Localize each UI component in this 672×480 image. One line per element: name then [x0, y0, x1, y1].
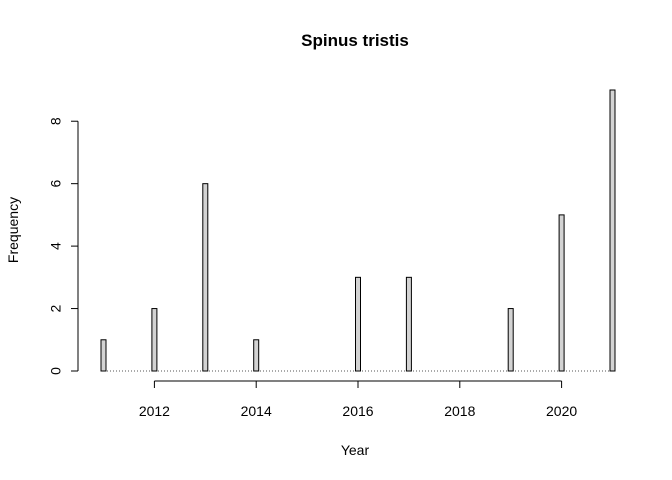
bar-2017 — [405, 276, 412, 372]
x-tick-label-2014: 2014 — [241, 403, 272, 419]
bar-2021 — [609, 89, 616, 372]
x-tick-label-2018: 2018 — [444, 403, 475, 419]
x-axis-label: Year — [341, 442, 370, 458]
bar-2020 — [558, 214, 565, 372]
y-tick-label-6: 6 — [48, 180, 64, 188]
bar-2014 — [253, 339, 260, 372]
y-tick-label-8: 8 — [48, 117, 64, 125]
x-tick-label-2016: 2016 — [342, 403, 373, 419]
y-axis: 0 2 4 6 8 — [48, 117, 79, 375]
x-tick-label-2012: 2012 — [139, 403, 170, 419]
bars-layer — [100, 89, 616, 372]
bar-2012 — [151, 308, 158, 372]
y-tick-label-0: 0 — [48, 367, 64, 375]
y-tick-label-4: 4 — [48, 242, 64, 250]
y-tick-label-2: 2 — [48, 304, 64, 312]
bar-2013 — [202, 183, 209, 372]
bar-2016 — [355, 276, 361, 372]
chart-title: Spinus tristis — [301, 31, 409, 50]
x-tick-label-2020: 2020 — [546, 403, 577, 419]
bar-2019 — [507, 308, 514, 372]
y-axis-label: Frequency — [5, 197, 21, 263]
x-axis: 2012 2014 2016 2018 2020 — [139, 380, 577, 419]
bar-2011 — [100, 339, 107, 372]
